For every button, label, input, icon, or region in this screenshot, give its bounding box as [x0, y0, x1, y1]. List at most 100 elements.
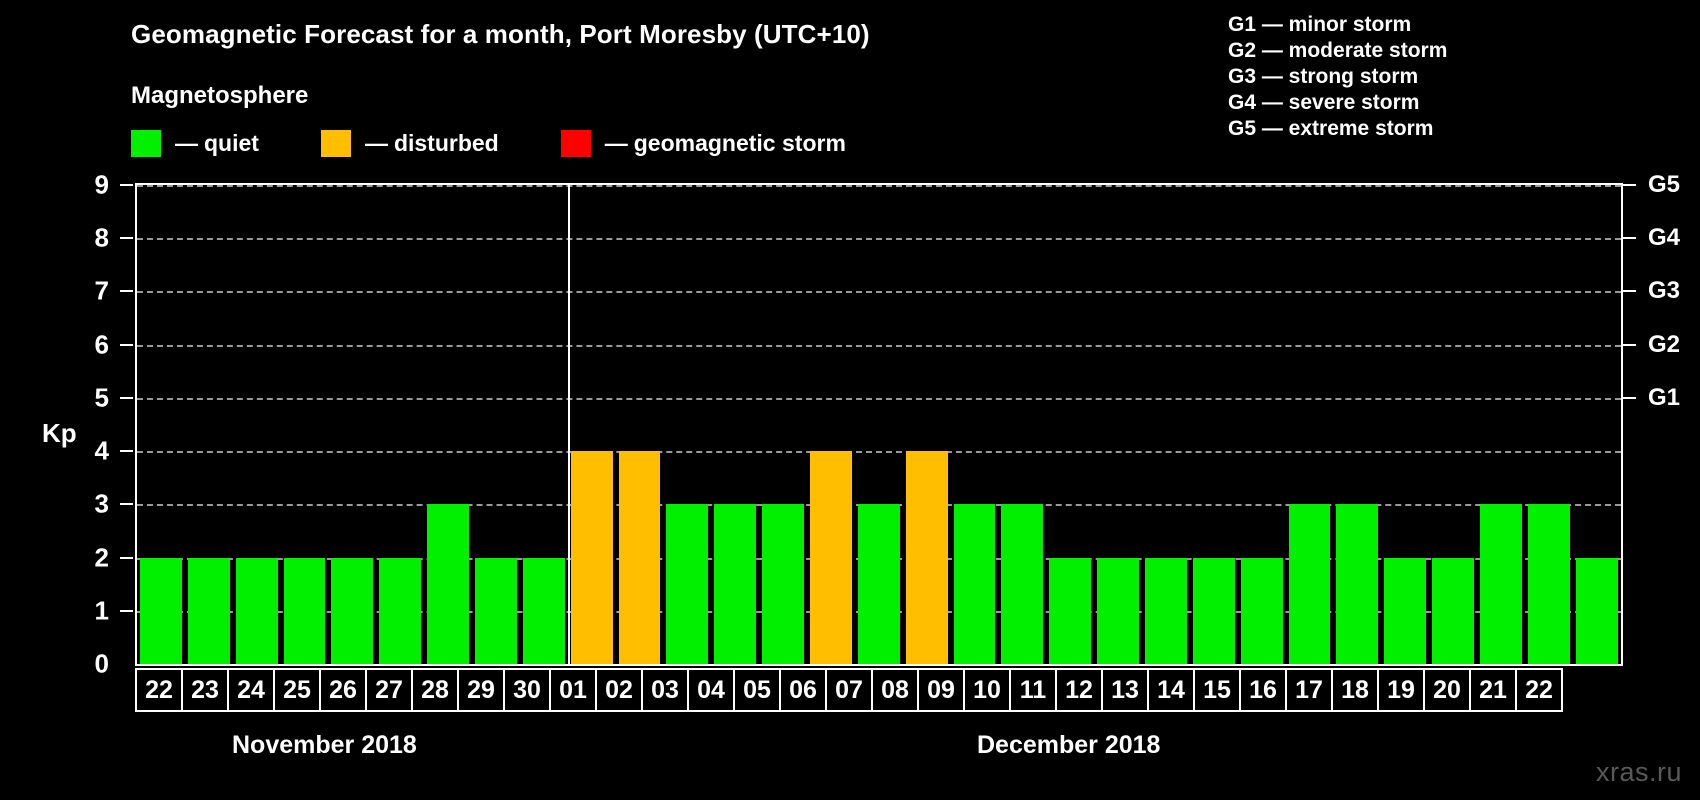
bar-cell	[1286, 185, 1334, 664]
bar-09-kp-3	[953, 504, 996, 664]
date-label-02: 02	[595, 668, 643, 712]
date-label-19: 19	[1377, 668, 1425, 712]
color-legend: — quiet — disturbed — geomagnetic storm	[131, 128, 846, 158]
date-label-30: 30	[503, 668, 551, 712]
disturbed-color-swatch	[320, 129, 351, 157]
date-label-25: 25	[273, 668, 321, 712]
bar-cell	[711, 185, 759, 664]
bar-cell	[663, 185, 711, 664]
bar-08-kp-4	[905, 451, 948, 664]
bar-cell	[1429, 185, 1477, 664]
legend-dash-storm: —	[604, 129, 628, 156]
bar-cell	[1477, 185, 1525, 664]
g-scale-row-g5: G5 — extreme storm	[1228, 117, 1434, 140]
bar-cell	[185, 185, 233, 664]
bar-cell	[137, 185, 185, 664]
bar-cell	[1525, 185, 1573, 664]
date-label-24: 24	[227, 668, 275, 712]
g-tick-label-g1: G1	[1648, 383, 1681, 411]
g-tick-mark-g3	[1623, 290, 1636, 293]
date-label-12: 12	[1055, 668, 1103, 712]
bar-14-kp-2	[1192, 557, 1235, 664]
y-tick-label-8: 8	[94, 222, 109, 253]
bar-22-kp-2	[140, 557, 182, 664]
legend-label-storm: geomagnetic storm	[633, 129, 846, 156]
legend-item-quiet: — quiet	[131, 129, 259, 157]
date-axis: 22 23 24 25 26 27 28 29 30 01 02 03 04 05 06 07 08 09 10 11…	[135, 668, 1623, 712]
bar-cell	[855, 185, 903, 664]
bar-cell	[616, 185, 664, 664]
date-label-13: 13	[1101, 668, 1149, 712]
bar-cell	[233, 185, 281, 664]
g-scale-row-g1: G1 — minor storm	[1228, 13, 1412, 36]
legend-label-quiet: quiet	[204, 129, 259, 156]
g-scale-row-g4: G4 — severe storm	[1228, 91, 1420, 114]
date-label-05: 05	[733, 668, 781, 712]
date-label-22: 22	[135, 668, 183, 712]
bar-cell	[807, 185, 855, 664]
bar-27-kp-2	[379, 557, 422, 664]
bar-cell	[1190, 185, 1238, 664]
y-tick-mark-1	[120, 609, 133, 612]
bar-cell	[1381, 185, 1429, 664]
y-tick-label-6: 6	[94, 329, 109, 360]
bar-11-kp-2	[1049, 557, 1092, 664]
watermark: xras.ru	[1595, 757, 1682, 787]
bar-cell	[951, 185, 999, 664]
g-scale-row-g2: G2 — moderate storm	[1228, 39, 1448, 62]
date-label-18: 18	[1331, 668, 1379, 712]
date-label-27: 27	[365, 668, 413, 712]
storm-color-swatch	[560, 129, 591, 157]
bar-cell	[1142, 185, 1190, 664]
bar-04-kp-3	[714, 504, 757, 664]
date-label-14: 14	[1147, 668, 1195, 712]
bar-cell	[568, 185, 616, 664]
y-tick-label-5: 5	[94, 382, 109, 413]
date-label-06: 06	[779, 668, 827, 712]
bar-cell	[520, 185, 568, 664]
bar-17-kp-3	[1336, 504, 1379, 664]
y-tick-label-7: 7	[94, 275, 109, 306]
g-tick-mark-g5	[1623, 184, 1636, 186]
date-label-16: 16	[1239, 668, 1287, 712]
date-label-22: 22	[1515, 668, 1563, 712]
bar-10-kp-3	[1001, 504, 1044, 664]
month-caption-november: November 2018	[232, 731, 417, 759]
y-tick-mark-2	[120, 556, 133, 559]
magnetosphere-label: Magnetosphere	[131, 82, 309, 109]
y-tick-label-1: 1	[94, 595, 109, 626]
bar-25-kp-2	[283, 557, 326, 664]
chart-plot-area	[135, 183, 1623, 666]
y-tick-label-9: 9	[94, 169, 109, 200]
legend-dash-disturbed: —	[364, 129, 388, 156]
y-tick-label-2: 2	[94, 542, 109, 573]
y-tick-label-4: 4	[94, 435, 109, 466]
bar-cell	[903, 185, 951, 664]
bar-05-kp-3	[762, 504, 805, 664]
bar-23-kp-2	[187, 557, 230, 664]
bar-22-kp-2	[1575, 557, 1618, 664]
bar-06-kp-4	[810, 451, 852, 664]
date-label-20: 20	[1423, 668, 1471, 712]
page-title: Geomagnetic Forecast for a month, Port M…	[131, 19, 870, 49]
bar-30-kp-2	[522, 557, 565, 664]
bar-18-kp-2	[1384, 557, 1427, 664]
g-tick-mark-g2	[1623, 343, 1636, 346]
bar-15-kp-2	[1240, 557, 1283, 664]
g-tick-mark-g4	[1623, 237, 1636, 240]
date-label-28: 28	[411, 668, 459, 712]
g-scale-axis: G1 G2 G3 G4 G5	[1623, 171, 1700, 666]
bar-24-kp-2	[235, 557, 278, 664]
bar-03-kp-3	[666, 504, 709, 664]
y-tick-mark-7	[120, 290, 133, 293]
bar-20-kp-3	[1480, 504, 1522, 664]
bar-cell	[376, 185, 424, 664]
date-label-26: 26	[319, 668, 367, 712]
g-tick-mark-g1	[1623, 396, 1636, 399]
y-tick-label-0: 0	[94, 648, 109, 679]
date-label-11: 11	[1009, 668, 1057, 712]
legend-label-disturbed: disturbed	[393, 129, 499, 156]
bar-07-kp-3	[857, 504, 900, 664]
g-tick-label-g5: G5	[1648, 171, 1681, 198]
date-label-23: 23	[181, 668, 229, 712]
